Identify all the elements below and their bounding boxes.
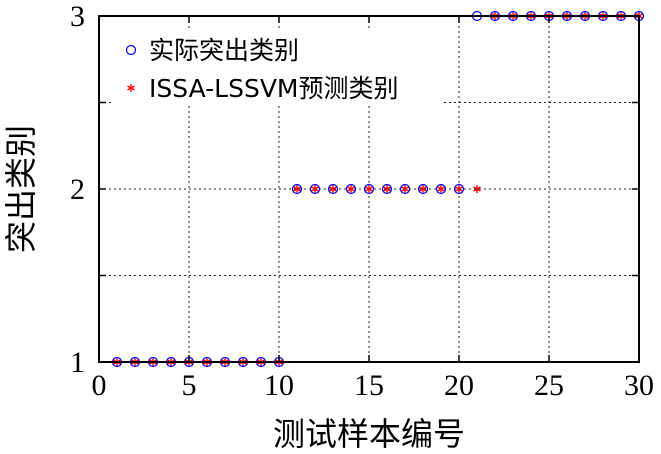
- data-point: [291, 183, 303, 195]
- x-tick-label: 20: [444, 369, 474, 402]
- data-point: [327, 183, 339, 195]
- data-point: [419, 185, 427, 193]
- data-point: [383, 185, 391, 193]
- legend-asterisk-marker: [127, 84, 135, 92]
- x-tick-label: 25: [534, 369, 564, 402]
- data-point: [453, 183, 465, 195]
- data-point: [401, 185, 409, 193]
- x-tick-label: 10: [264, 369, 294, 402]
- legend-entry-predicted: ISSA-LSSVM预测类别: [149, 74, 399, 103]
- data-point: [363, 183, 375, 195]
- y-tick-label: 3: [70, 0, 85, 33]
- legend-marker-predicted: [127, 84, 135, 92]
- ticks: 0 5 10 15 20 25 30 1 2 3: [70, 0, 654, 402]
- data-point: [311, 185, 319, 193]
- legend-circle-marker: [125, 44, 137, 56]
- data-point: [473, 185, 481, 193]
- x-axis-title: 测试样本编号: [273, 415, 465, 453]
- x-tick-label: 30: [624, 369, 654, 402]
- y-axis-title: 突出类别: [2, 125, 40, 253]
- data-point: [345, 183, 357, 195]
- legend-entry-actual: 实际突出类别: [149, 36, 299, 65]
- legend-marker-actual: [125, 44, 137, 56]
- x-tick-label: 5: [182, 369, 197, 402]
- data-point: [437, 185, 445, 193]
- legend: 实际突出类别 ISSA-LSSVM预测类别: [112, 30, 442, 106]
- x-tick-label: 15: [354, 369, 384, 402]
- data-point: [455, 185, 463, 193]
- data-point: [417, 183, 429, 195]
- data-point: [435, 183, 447, 195]
- data-point: [381, 183, 393, 195]
- data-point: [309, 183, 321, 195]
- y-tick-label: 1: [70, 346, 85, 379]
- data-point: [293, 185, 301, 193]
- data-point: [365, 185, 373, 193]
- x-tick-label: 0: [92, 369, 107, 402]
- legend-background: [112, 30, 442, 106]
- data-point: [399, 183, 411, 195]
- data-point: [347, 185, 355, 193]
- data-point: [329, 185, 337, 193]
- y-tick-label: 2: [70, 173, 85, 206]
